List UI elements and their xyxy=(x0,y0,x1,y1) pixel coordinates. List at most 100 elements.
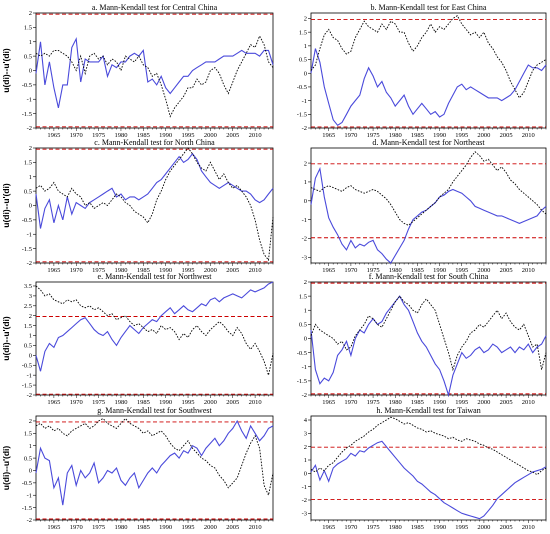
panel-title: a. Mann-Kendall test for Central China xyxy=(92,3,218,12)
y-tick-label: 1 xyxy=(29,443,32,450)
x-tick-label: 1970 xyxy=(344,267,357,274)
y-tick-label: -0.5 xyxy=(22,480,32,487)
x-tick-label: 1995 xyxy=(182,132,195,139)
y-tick-label: 1.5 xyxy=(24,431,32,438)
y-tick-label: 2 xyxy=(29,10,32,17)
y-tick-label: -2 xyxy=(27,125,32,132)
y-tick-label: 1.5 xyxy=(24,323,32,330)
y-tick-label: -1.5 xyxy=(22,505,32,512)
y-tick-label: -2 xyxy=(302,497,307,504)
y-tick-label: -1.5 xyxy=(22,111,32,118)
x-tick-label: 1980 xyxy=(114,399,127,406)
x-tick-label: 1985 xyxy=(137,524,150,531)
plot-frame xyxy=(35,415,274,521)
y-tick-label: 1.5 xyxy=(24,25,32,32)
x-tick-label: 2010 xyxy=(249,132,262,139)
y-tick-label: 1 xyxy=(29,39,32,46)
x-tick-label: 1990 xyxy=(159,267,172,274)
x-tick-label: 1975 xyxy=(92,399,105,406)
y-tick-label: 2 xyxy=(304,279,307,286)
y-tick-label: 2 xyxy=(29,313,32,320)
x-tick-label: 1970 xyxy=(70,267,83,274)
y-tick-label: 1 xyxy=(304,43,307,50)
y-tick-label: 0 xyxy=(29,468,32,475)
y-tick-label: 0.5 xyxy=(24,53,32,60)
ub-series-line xyxy=(35,147,274,262)
y-axis-label: u(di)--u'(di) xyxy=(1,183,11,228)
y-tick-label: -2 xyxy=(302,125,307,132)
y-tick-label: -0.5 xyxy=(22,217,32,224)
ub-series-line xyxy=(310,151,547,226)
x-tick-label: 1965 xyxy=(47,399,60,406)
plot-frame xyxy=(35,147,274,264)
x-tick-label: 1965 xyxy=(322,132,335,139)
panel-c: c. Mann-Kendall test for North China -2 -1… xyxy=(1,138,274,274)
y-tick-label: 3.5 xyxy=(24,283,32,290)
x-tick-label: 1995 xyxy=(455,399,468,406)
y-tick-label: -2 xyxy=(302,392,307,399)
x-tick-label: 1970 xyxy=(70,399,83,406)
panel-title: h. Mann-Kendall test for Taiwan xyxy=(376,406,480,415)
y-tick-label: 2.5 xyxy=(24,303,32,310)
y-tick-label: 4 xyxy=(304,417,308,424)
ub-series-line xyxy=(35,34,274,118)
x-tick-label: 1975 xyxy=(92,132,105,139)
y-axis-label: u(di)--u'(di) xyxy=(1,446,11,491)
y-tick-label: 1.5 xyxy=(24,160,32,167)
y-tick-label: 2 xyxy=(29,418,32,425)
y-tick-label: -1.5 xyxy=(22,246,32,253)
y-tick-label: 3 xyxy=(304,431,307,438)
y-tick-label: -1 xyxy=(302,217,307,224)
x-tick-label: 1965 xyxy=(47,132,60,139)
x-tick-label: 1985 xyxy=(411,399,424,406)
x-tick-label: 1965 xyxy=(322,524,335,531)
plot-frame xyxy=(310,147,547,264)
x-tick-label: 1975 xyxy=(92,524,105,531)
x-tick-label: 2005 xyxy=(500,524,513,531)
y-tick-label: 1 xyxy=(304,179,307,186)
y-tick-label: -0.5 xyxy=(22,362,32,369)
x-tick-label: 1995 xyxy=(455,524,468,531)
ub-series-line xyxy=(35,417,274,497)
panel-f: f. Mann-Kendall test for South China -2 -1… xyxy=(297,272,547,406)
x-tick-label: 1980 xyxy=(389,267,402,274)
y-tick-label: 0.5 xyxy=(24,455,32,462)
uf-series-line xyxy=(310,166,547,264)
x-tick-label: 1995 xyxy=(455,132,468,139)
x-tick-label: 1995 xyxy=(182,399,195,406)
y-tick-label: 1 xyxy=(29,174,32,181)
y-tick-label: 1.5 xyxy=(299,29,307,36)
ub-series-line xyxy=(310,295,547,372)
panel-g: g. Mann-Kendall test for Southwest -2 -1.5… xyxy=(1,406,274,531)
x-tick-label: 2005 xyxy=(226,524,239,531)
x-tick-label: 2005 xyxy=(500,399,513,406)
y-tick-label: 2 xyxy=(304,16,307,23)
y-tick-label: -3 xyxy=(302,511,307,518)
x-tick-label: 2005 xyxy=(226,132,239,139)
x-tick-label: 2010 xyxy=(522,399,535,406)
y-tick-label: -0.5 xyxy=(297,350,307,357)
y-tick-label: 0 xyxy=(304,70,307,77)
y-tick-label: 0 xyxy=(304,336,307,343)
x-tick-label: 1995 xyxy=(182,267,195,274)
x-tick-label: 2010 xyxy=(249,524,262,531)
panel-title: g. Mann-Kendall test for Southwest xyxy=(97,406,212,415)
panel-title: b. Mann-Kendall test for East China xyxy=(371,3,487,12)
x-tick-label: 1965 xyxy=(322,399,335,406)
y-tick-label: -2 xyxy=(27,392,32,399)
panel-d: d. Mann-Kendall test for Northeast -3 -2 -1… xyxy=(302,138,547,274)
y-tick-label: -1 xyxy=(302,364,307,371)
x-tick-label: 1985 xyxy=(137,132,150,139)
y-tick-label: -1 xyxy=(27,96,32,103)
y-tick-label: -3 xyxy=(302,255,307,262)
panel-title: c. Mann-Kendall test for North China xyxy=(94,138,215,147)
x-tick-label: 2005 xyxy=(226,267,239,274)
x-tick-label: 1990 xyxy=(433,132,446,139)
x-tick-label: 1980 xyxy=(114,267,127,274)
panel-title: e. Mann-Kendall test for Northwest xyxy=(98,272,213,281)
x-tick-label: 1985 xyxy=(411,524,424,531)
x-tick-label: 1990 xyxy=(433,524,446,531)
x-tick-label: 1970 xyxy=(70,524,83,531)
x-tick-label: 1985 xyxy=(137,399,150,406)
